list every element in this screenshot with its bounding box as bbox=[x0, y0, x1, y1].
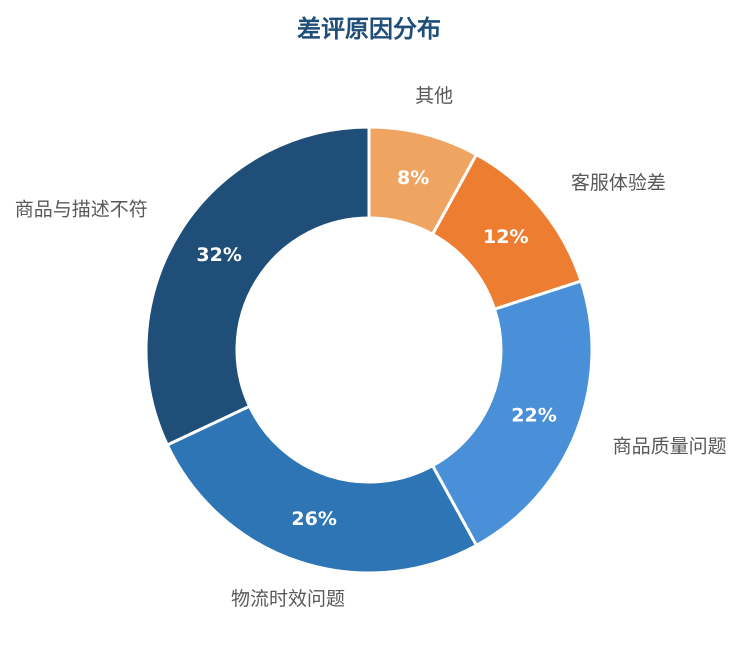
donut-slice-3 bbox=[165, 404, 479, 575]
slice-value-label-3: 26% bbox=[291, 508, 336, 530]
chart-title: 差评原因分布 bbox=[297, 15, 441, 43]
donut-slice-2 bbox=[430, 279, 594, 548]
slice-value-label-2: 22% bbox=[511, 404, 556, 426]
slice-value-label-1: 12% bbox=[483, 226, 528, 248]
slice-value-label-4: 32% bbox=[196, 244, 241, 266]
slice-category-label-4: 商品与描述不符 bbox=[15, 199, 148, 221]
slice-value-label-0: 8% bbox=[397, 167, 429, 189]
slice-category-label-2: 商品质量问题 bbox=[613, 435, 727, 457]
slice-category-label-0: 其他 bbox=[415, 85, 453, 107]
slice-category-label-1: 客服体验差 bbox=[571, 172, 666, 194]
donut-slice-4 bbox=[144, 125, 371, 447]
slices-layer bbox=[144, 125, 594, 575]
value-labels-layer: 8% 12% 22% 26% 32% bbox=[196, 167, 556, 530]
slice-category-label-3: 物流时效问题 bbox=[231, 588, 345, 610]
